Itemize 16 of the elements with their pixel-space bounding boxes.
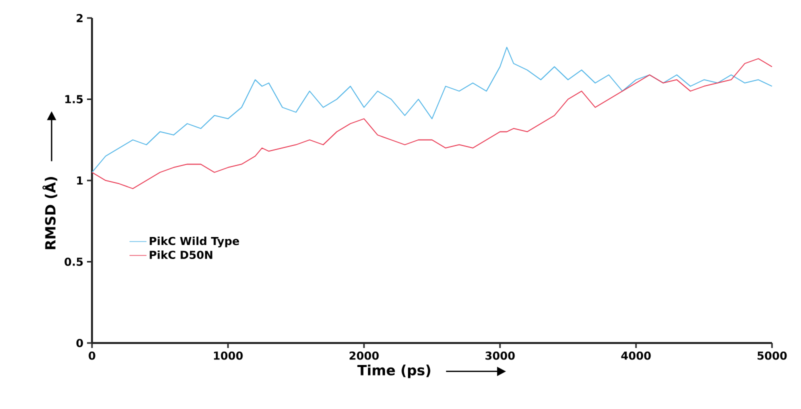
- x-tick-label: 0: [88, 352, 96, 360]
- legend-label: PikC D50N: [150, 250, 212, 259]
- legend-label: PikC Wild Type: [150, 236, 240, 248]
- y-tick-label: 1.5: [65, 95, 83, 104]
- x-tick-label: 3000: [485, 352, 515, 360]
- line-series: [92, 46, 772, 173]
- y-tick-label: 0: [76, 338, 83, 348]
- y-tick-label: 0.5: [64, 258, 83, 266]
- y-tick-label: 2: [76, 14, 83, 22]
- y-axis-title: RMSD (Å): [42, 177, 58, 250]
- x-axis-title: Time (ps): [357, 364, 430, 378]
- x-tick-label: 5000: [758, 352, 787, 360]
- x-tick-label: 4000: [621, 352, 651, 360]
- x-tick-label: 1000: [214, 352, 243, 360]
- x-tick-label: 2000: [350, 352, 379, 360]
- y-tick-label: 1: [77, 176, 83, 184]
